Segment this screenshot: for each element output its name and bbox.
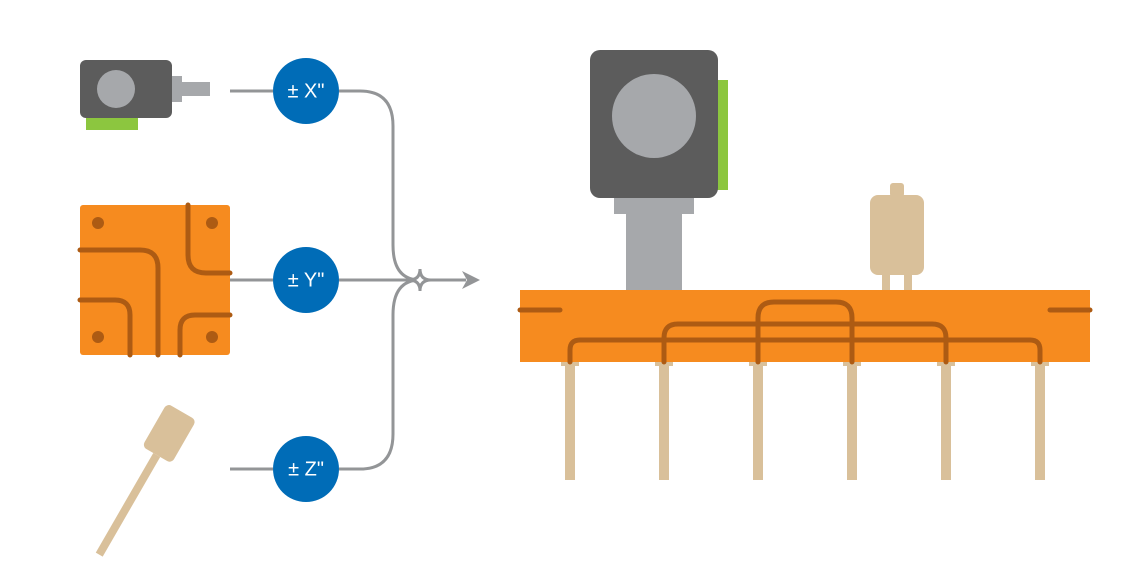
badge-z: ± Z" bbox=[273, 436, 339, 502]
badge-y-label: ± Y" bbox=[288, 269, 325, 291]
assembly-pin bbox=[1035, 352, 1045, 480]
left-camera-icon bbox=[80, 60, 210, 130]
assembly bbox=[520, 50, 1090, 480]
assembly-camera bbox=[590, 50, 728, 290]
badge-z-label: ± Z" bbox=[288, 458, 324, 480]
assembly-capacitor-top bbox=[890, 183, 904, 197]
badge-x-label: ± X" bbox=[288, 80, 325, 102]
assembly-pin bbox=[565, 352, 575, 480]
merge-diamond bbox=[409, 269, 431, 291]
connector-curve-z bbox=[339, 280, 420, 469]
assembly-pin bbox=[941, 352, 951, 480]
badge-x: ± X" bbox=[273, 58, 339, 124]
assembly-pin bbox=[753, 352, 763, 480]
assembly-capacitor bbox=[870, 195, 924, 275]
left-chip-icon bbox=[80, 205, 230, 355]
left-probe-icon bbox=[85, 403, 197, 563]
badge-y: ± Y" bbox=[273, 247, 339, 313]
assembly-pin bbox=[659, 352, 669, 480]
connector-curve-x bbox=[339, 91, 420, 280]
assembly-pin bbox=[847, 352, 857, 480]
